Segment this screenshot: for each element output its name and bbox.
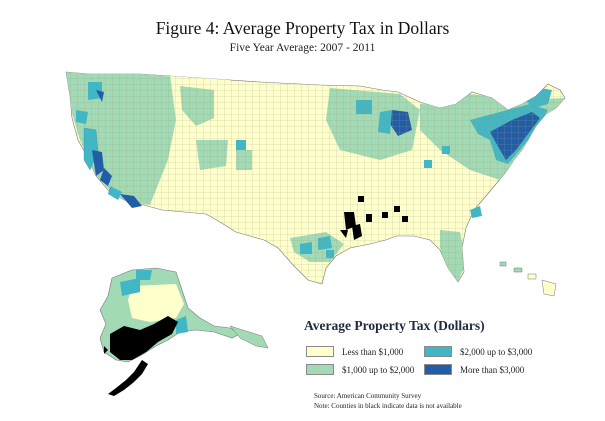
hawaii (499, 261, 557, 297)
legend-item-more-than-3000: More than $3,000 (424, 364, 524, 375)
legend-label: $2,000 up to $3,000 (460, 346, 533, 357)
legend-item-less-than-1000: Less than $1,000 (306, 346, 403, 357)
legend-label: More than $3,000 (460, 364, 525, 375)
source-notes: Source: American Community Survey Note: … (314, 391, 462, 411)
legend-item-2000-to-3000: $2,000 up to $3,000 (424, 346, 532, 357)
legend-swatch (424, 364, 452, 375)
legend-label: Less than $1,000 (342, 346, 404, 357)
figure-subtitle: Five Year Average: 2007 - 2011 (229, 42, 376, 54)
legend-swatch (424, 346, 452, 357)
no-data-counties (340, 196, 408, 240)
note-text: Note: Counties in black indicate data is… (314, 402, 462, 410)
legend-swatch (306, 346, 334, 357)
figure-title: Figure 4: Average Property Tax in Dollar… (155, 18, 450, 38)
legend-label: $1,000 up to $2,000 (342, 364, 415, 375)
source-text: Source: American Community Survey (314, 392, 422, 400)
contiguous-us (65, 71, 566, 285)
legend-swatch (306, 364, 334, 375)
alaska (99, 267, 269, 396)
legend-title: Average Property Tax (Dollars) (304, 318, 485, 333)
legend-item-1000-to-2000: $1,000 up to $2,000 (306, 364, 414, 375)
